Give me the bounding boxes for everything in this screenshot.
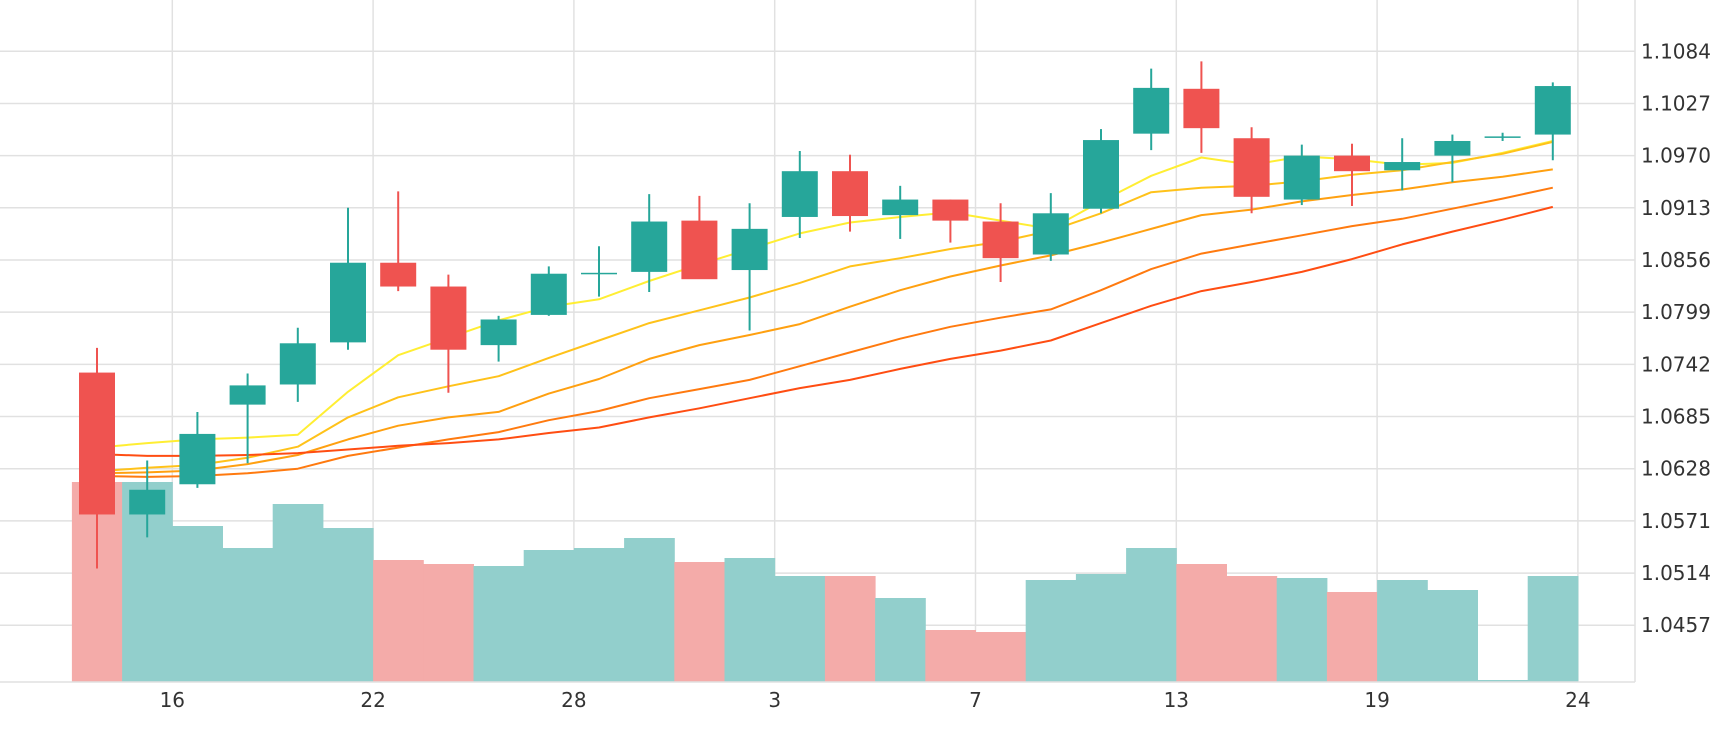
candle-body	[129, 489, 166, 515]
candle-body	[832, 171, 868, 217]
candle-body	[1233, 138, 1270, 197]
candle-body	[330, 262, 366, 343]
price-tick-label: 1.0628	[1641, 457, 1711, 481]
volume-bar	[824, 576, 876, 682]
moving-average-line	[96, 186, 1554, 478]
candle-body	[1283, 155, 1320, 200]
volume-bar	[1075, 574, 1127, 682]
price-tick-label: 1.0799	[1641, 300, 1711, 324]
candle-body	[1434, 140, 1471, 156]
volume-bar	[975, 632, 1027, 682]
candle-body	[1484, 136, 1521, 138]
moving-average-line	[96, 140, 1554, 473]
candle-body	[982, 221, 1019, 259]
volume-bar	[1025, 580, 1077, 682]
candle-body	[179, 433, 216, 485]
candle-body	[1133, 87, 1170, 134]
volume-bar	[1477, 680, 1529, 682]
volume-bar	[322, 528, 374, 682]
moving-average-lines	[96, 140, 1554, 478]
price-tick-label: 1.0514	[1641, 561, 1711, 585]
price-tick-label: 1.0856	[1641, 248, 1711, 272]
time-tick-label: 28	[561, 688, 586, 712]
volume-bar	[1176, 564, 1227, 682]
time-tick-label: 22	[360, 688, 385, 712]
candle-body	[1384, 162, 1421, 171]
volume-bar	[172, 526, 223, 682]
volume-bar	[523, 550, 575, 682]
volume-bar	[373, 560, 424, 682]
volume-bar	[1326, 592, 1378, 682]
moving-average-line	[96, 205, 1554, 457]
volume-bars	[71, 482, 1579, 682]
time-tick-label: 7	[969, 688, 982, 712]
volume-bar	[473, 566, 525, 682]
candle-body	[1334, 155, 1370, 172]
volume-bar	[1527, 576, 1579, 682]
price-tick-label: 1.1027	[1641, 91, 1711, 115]
candle-body	[781, 171, 818, 217]
moving-average-line	[96, 140, 1554, 449]
volume-bar	[573, 548, 625, 682]
moving-average-line	[96, 168, 1553, 475]
volume-bar	[423, 564, 474, 682]
candles	[79, 61, 1571, 569]
candle-body	[430, 286, 467, 350]
candle-body	[681, 220, 718, 280]
volume-bar	[1427, 590, 1478, 682]
candle-body	[480, 319, 517, 346]
candle-body	[79, 372, 115, 515]
volume-bar	[1226, 576, 1278, 682]
candle-body	[380, 262, 417, 287]
candle-body	[229, 385, 266, 405]
volume-bar	[724, 558, 776, 682]
volume-bar	[774, 576, 826, 682]
price-tick-label: 1.0457	[1641, 613, 1711, 637]
price-tick-label: 1.0913	[1641, 196, 1711, 220]
axes: 1.1084 1.1027 1.0970 1.0913 1.0856 1.0799 1.07…	[0, 0, 1711, 712]
candle-body	[1534, 86, 1571, 135]
time-tick-label: 19	[1364, 688, 1389, 712]
volume-bar	[624, 538, 675, 682]
volume-bar	[875, 598, 926, 682]
candle-body	[1083, 140, 1119, 209]
price-tick-label: 1.0970	[1641, 144, 1711, 168]
price-tick-label: 1.0742	[1641, 352, 1711, 376]
price-tick-label: 1.0685	[1641, 405, 1711, 429]
time-tick-label: 24	[1565, 688, 1590, 712]
price-tick-label: 1.1084	[1641, 39, 1711, 63]
volume-bar	[1126, 548, 1177, 682]
volume-bar	[1276, 578, 1328, 682]
candle-body	[530, 273, 567, 315]
volume-bar	[925, 630, 976, 682]
candle-body	[731, 228, 768, 271]
volume-bar	[674, 562, 725, 682]
candle-body	[932, 199, 969, 221]
volume-bar	[272, 504, 324, 682]
time-tick-label: 13	[1164, 688, 1189, 712]
volume-bar	[1377, 580, 1428, 682]
candle-body	[631, 221, 668, 272]
candle-body	[581, 272, 617, 275]
candle-body	[279, 343, 316, 385]
time-tick-label: 3	[768, 688, 781, 712]
time-tick-label: 16	[160, 688, 185, 712]
candle-body	[882, 199, 919, 216]
volume-bar	[222, 548, 274, 682]
candle-body	[1183, 88, 1220, 129]
candle-body	[1032, 213, 1069, 255]
price-tick-label: 1.0571	[1641, 509, 1711, 533]
